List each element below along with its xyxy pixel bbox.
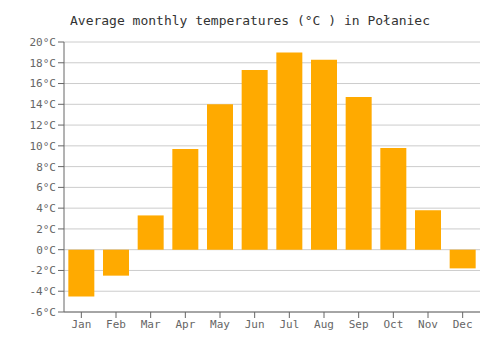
svg-text:12°C: 12°C bbox=[30, 119, 57, 132]
svg-text:2°C: 2°C bbox=[36, 223, 56, 236]
svg-text:4°C: 4°C bbox=[36, 202, 56, 215]
svg-text:0°C: 0°C bbox=[36, 244, 56, 257]
svg-text:20°C: 20°C bbox=[30, 36, 57, 49]
svg-text:Jan: Jan bbox=[71, 318, 91, 331]
svg-text:Jun: Jun bbox=[245, 318, 265, 331]
svg-text:Aug: Aug bbox=[314, 318, 334, 331]
svg-text:Feb: Feb bbox=[106, 318, 126, 331]
svg-text:-4°C: -4°C bbox=[30, 285, 57, 298]
html-text:Average monthly temperatures (: Average monthly temperatures (°C ) in Po… bbox=[70, 13, 430, 28]
svg-text:Oct: Oct bbox=[383, 318, 403, 331]
svg-text:16°C: 16°C bbox=[30, 77, 57, 90]
svg-text:Mar: Mar bbox=[141, 318, 161, 331]
svg-text:10°C: 10°C bbox=[30, 140, 57, 153]
svg-text:-6°C: -6°C bbox=[30, 306, 57, 319]
svg-text:Nov: Nov bbox=[418, 318, 438, 331]
svg-text:14°C: 14°C bbox=[30, 98, 57, 111]
svg-text:18°C: 18°C bbox=[30, 57, 57, 70]
svg-text:8°C: 8°C bbox=[36, 161, 56, 174]
svg-text:6°C: 6°C bbox=[36, 181, 56, 194]
svg-text:Jul: Jul bbox=[279, 318, 299, 331]
svg-text:May: May bbox=[210, 318, 230, 331]
svg-text:Dec: Dec bbox=[453, 318, 473, 331]
svg-text:Sep: Sep bbox=[349, 318, 369, 331]
svg-text:Apr: Apr bbox=[175, 318, 195, 331]
svg-text:-2°C: -2°C bbox=[30, 264, 57, 277]
